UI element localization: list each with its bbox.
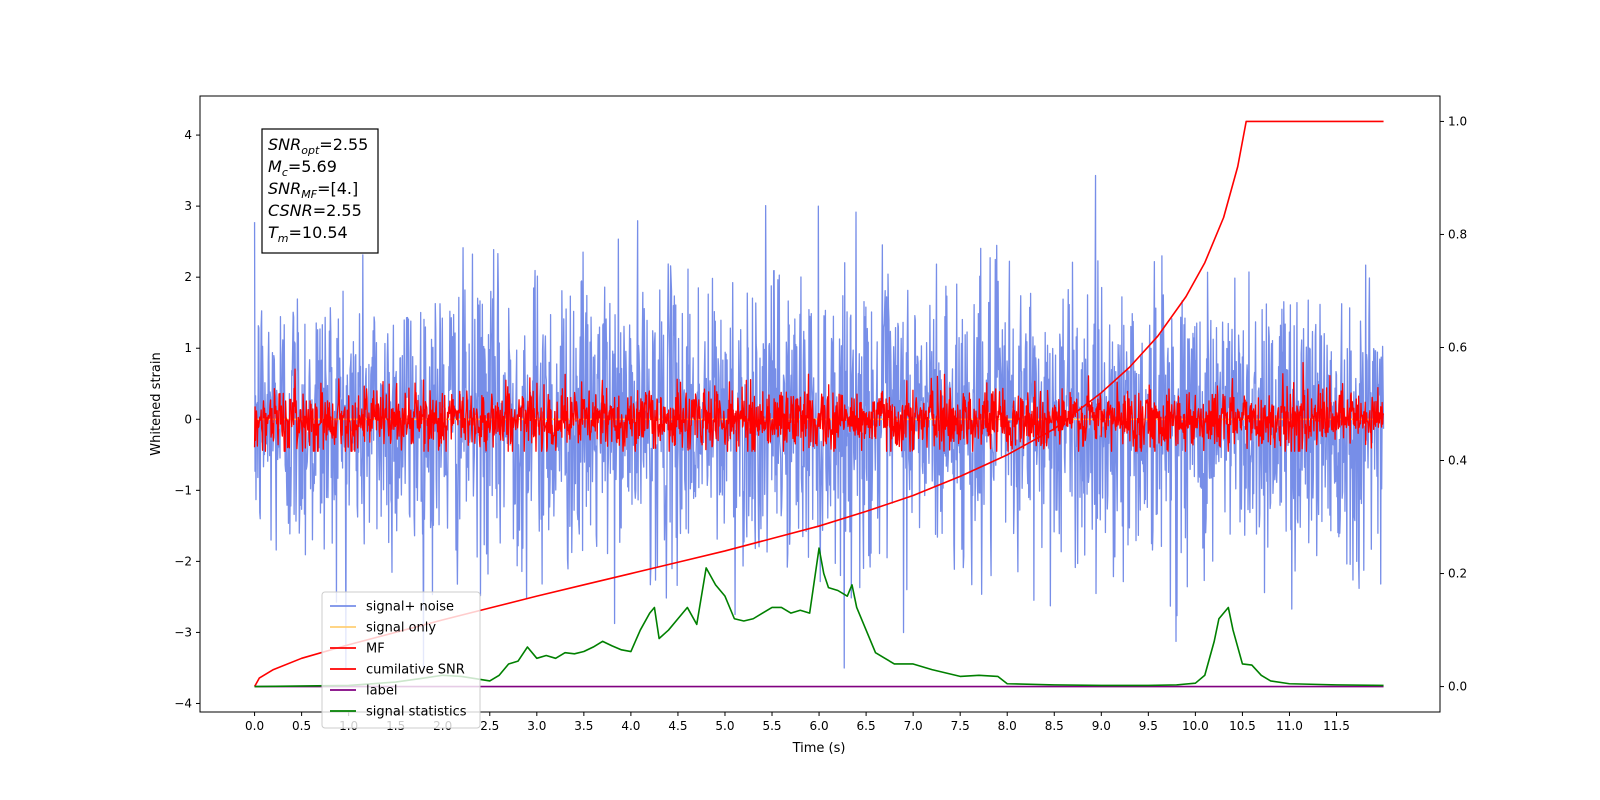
annotation-line: Mc=5.69: [268, 157, 337, 179]
x-tick-label: 9.0: [1092, 719, 1111, 733]
legend-label: MF: [366, 642, 385, 657]
y-right-tick-label: 0.0: [1448, 680, 1467, 694]
y-left-tick-label: −1: [174, 483, 192, 497]
annotation-line: CSNR=2.55: [268, 201, 362, 220]
x-tick-label: 7.0: [904, 719, 923, 733]
x-tick-label: 9.5: [1139, 719, 1158, 733]
x-tick-label: 0.5: [292, 719, 311, 733]
x-tick-label: 10.5: [1229, 719, 1256, 733]
legend-frame: [321, 591, 481, 729]
x-tick-label: 6.0: [810, 719, 829, 733]
y-axis-left: −4 −3 −2 −1 0 1 2 3 4: [174, 128, 200, 710]
series-line-signal-statistics: [254, 547, 1384, 688]
y-left-tick-label: 1: [184, 341, 192, 355]
x-tick-label: 4.5: [668, 719, 687, 733]
x-tick-label: 10.0: [1182, 719, 1209, 733]
y-left-tick-label: 4: [184, 128, 192, 142]
x-tick-label: 6.5: [857, 719, 876, 733]
x-tick-label: 7.5: [951, 719, 970, 733]
y-left-tick-label: 0: [184, 412, 192, 426]
x-tick-label: 8.0: [998, 719, 1017, 733]
series-line-mf: [253, 362, 1385, 452]
x-tick-label: 11.0: [1276, 719, 1303, 733]
legend-label: signal+ noise: [366, 600, 454, 615]
annotation-frame: [261, 128, 379, 254]
legend-label: label: [366, 684, 397, 699]
legend: signal+ noise signal only MF cumilative SNR…: [321, 591, 481, 729]
series-line-signal-noise: [253, 174, 1385, 669]
x-tick-label: 3.0: [527, 719, 546, 733]
x-tick-label: 11.5: [1323, 719, 1350, 733]
y-right-tick-label: 0.8: [1448, 227, 1467, 241]
legend-label: signal only: [366, 621, 436, 636]
y-axis-label: Whitened strain: [149, 352, 164, 455]
x-tick-label: 5.0: [715, 719, 734, 733]
y-left-tick-label: −4: [174, 696, 192, 710]
y-right-tick-label: 0.2: [1448, 567, 1467, 581]
y-right-tick-label: 1.0: [1448, 114, 1467, 128]
x-axis-label: Time (s): [792, 741, 846, 756]
y-left-tick-label: 3: [184, 199, 192, 213]
legend-label: signal statistics: [366, 705, 467, 720]
x-tick-label: 5.5: [762, 719, 781, 733]
y-left-tick-label: −3: [174, 625, 192, 639]
x-tick-label: 0.0: [245, 719, 264, 733]
x-tick-label: 8.5: [1045, 719, 1064, 733]
y-axis-right: 0.0 0.2 0.4 0.6 0.8 1.0: [1440, 114, 1467, 694]
y-right-tick-label: 0.6: [1448, 340, 1467, 354]
y-right-tick-label: 0.4: [1448, 454, 1467, 468]
y-left-tick-label: 2: [184, 270, 192, 284]
y-left-tick-label: −2: [174, 554, 192, 568]
annotation-line: SNRopt=2.55: [268, 135, 368, 157]
x-tick-label: 3.5: [574, 719, 593, 733]
annotation-line: SNRMF=[4.]: [268, 179, 358, 201]
legend-label: cumilative SNR: [366, 663, 465, 678]
axes-frame: [199, 95, 1441, 713]
x-tick-label: 2.5: [480, 719, 499, 733]
x-tick-label: 4.0: [621, 719, 640, 733]
annotation-line: Tm=10.54: [268, 223, 348, 245]
